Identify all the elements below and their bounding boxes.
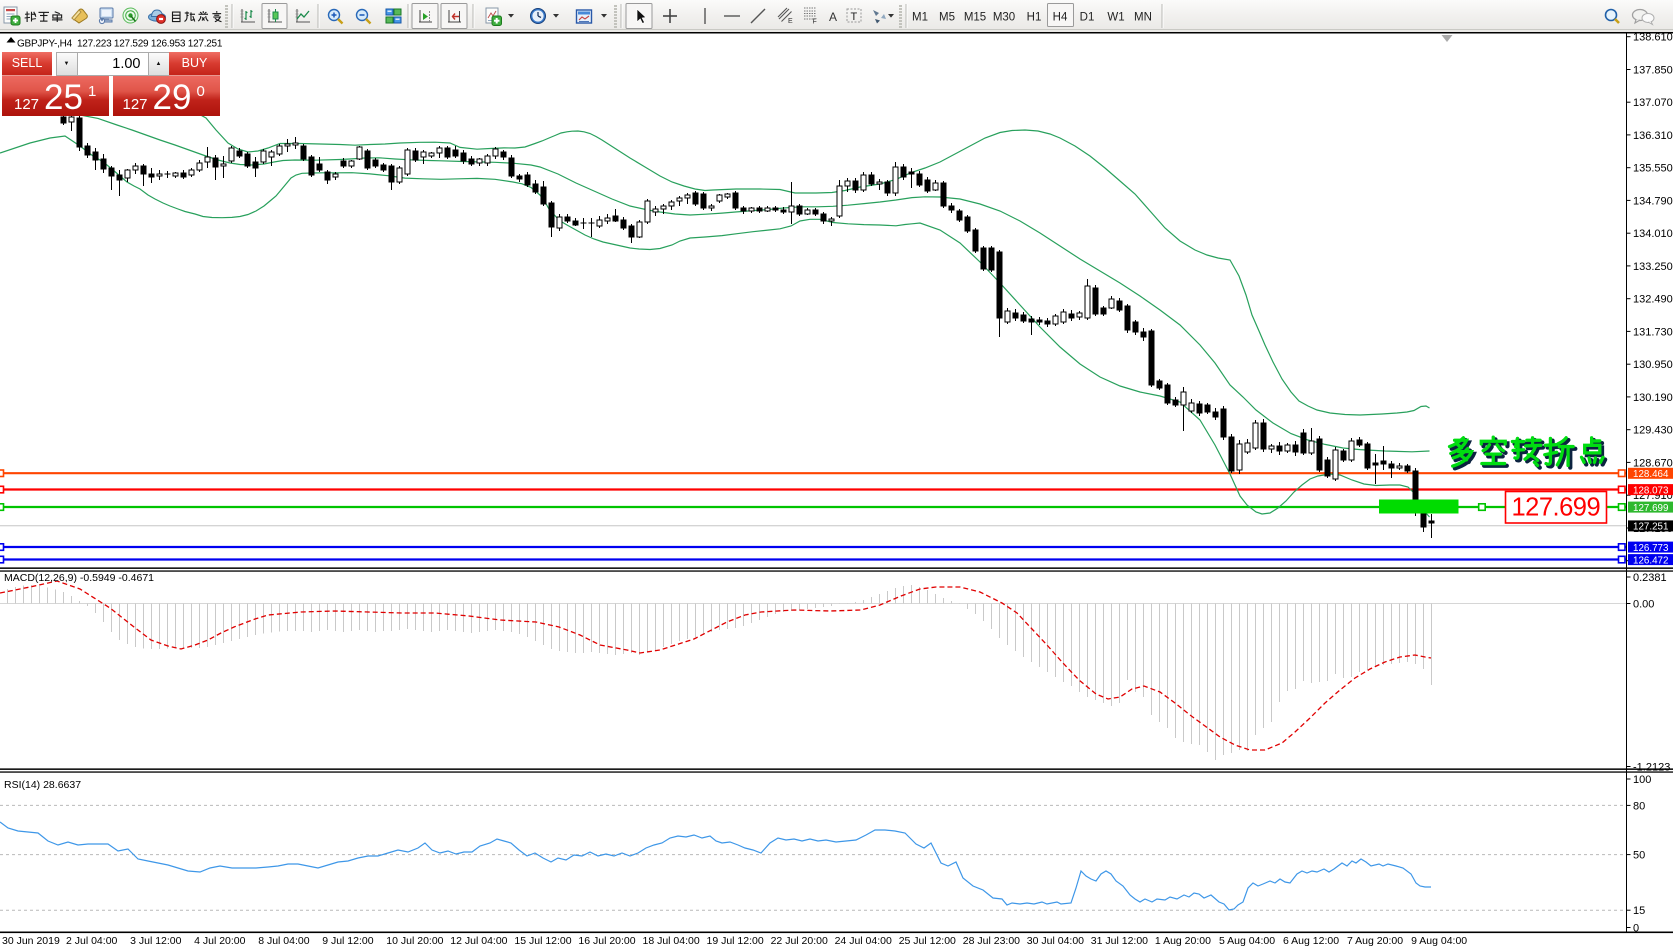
svg-text:H1: H1 — [1027, 12, 1042, 24]
svg-text:W1: W1 — [1107, 12, 1124, 24]
svg-text:130.190: 130.190 — [1633, 392, 1673, 404]
svg-text:135.550: 135.550 — [1633, 163, 1673, 175]
svg-text:0.00: 0.00 — [1633, 599, 1654, 611]
svg-text:E: E — [788, 18, 793, 25]
svg-text:131.730: 131.730 — [1633, 326, 1673, 338]
svg-text:M5: M5 — [939, 12, 955, 24]
svg-text:MN: MN — [1134, 12, 1152, 24]
svg-text:137.850: 137.850 — [1633, 65, 1673, 77]
svg-text:31 Jul 12:00: 31 Jul 12:00 — [1091, 935, 1148, 947]
svg-text:127.251: 127.251 — [1633, 522, 1668, 533]
svg-text:126.472: 126.472 — [1633, 555, 1668, 566]
svg-text:130.950: 130.950 — [1633, 359, 1673, 371]
svg-text:19 Jul 12:00: 19 Jul 12:00 — [707, 935, 764, 947]
svg-text:50: 50 — [1633, 850, 1645, 862]
svg-text:9 Jul 12:00: 9 Jul 12:00 — [322, 935, 374, 947]
svg-text:4 Jul 20:00: 4 Jul 20:00 — [194, 935, 246, 947]
svg-text:24 Jul 04:00: 24 Jul 04:00 — [835, 935, 892, 947]
svg-text:10 Jul 20:00: 10 Jul 20:00 — [386, 935, 443, 947]
svg-text:30 Jul 04:00: 30 Jul 04:00 — [1027, 935, 1084, 947]
svg-text:0: 0 — [1633, 923, 1639, 935]
svg-text:8 Jul 04:00: 8 Jul 04:00 — [258, 935, 310, 947]
svg-text:136.310: 136.310 — [1633, 130, 1673, 142]
svg-text:RSI(14) 28.6637: RSI(14) 28.6637 — [4, 779, 81, 791]
svg-text:25 Jul 12:00: 25 Jul 12:00 — [899, 935, 956, 947]
svg-text:0.2381: 0.2381 — [1633, 572, 1667, 584]
svg-text:9 Aug 04:00: 9 Aug 04:00 — [1411, 935, 1467, 947]
svg-text:16 Jul 20:00: 16 Jul 20:00 — [578, 935, 635, 947]
svg-text:138.610: 138.610 — [1633, 32, 1673, 44]
svg-text:128.464: 128.464 — [1633, 469, 1669, 480]
svg-text:D1: D1 — [1080, 12, 1095, 24]
svg-text:H4: H4 — [1053, 12, 1068, 24]
svg-text:134.010: 134.010 — [1633, 228, 1673, 240]
svg-text:132.490: 132.490 — [1633, 294, 1673, 306]
svg-text:22 Jul 20:00: 22 Jul 20:00 — [771, 935, 828, 947]
svg-text:-1.2123: -1.2123 — [1633, 762, 1670, 774]
svg-text:28 Jul 23:00: 28 Jul 23:00 — [963, 935, 1020, 947]
svg-text:18 Jul 04:00: 18 Jul 04:00 — [643, 935, 700, 947]
svg-text:M1: M1 — [912, 12, 928, 24]
svg-text:128.073: 128.073 — [1633, 485, 1669, 496]
svg-text:5 Aug 04:00: 5 Aug 04:00 — [1219, 935, 1275, 947]
svg-text:100: 100 — [1633, 774, 1651, 786]
svg-text:12 Jul 04:00: 12 Jul 04:00 — [450, 935, 507, 947]
svg-text:126.773: 126.773 — [1633, 543, 1669, 554]
svg-text:133.250: 133.250 — [1633, 261, 1673, 273]
svg-text:3 Jul 12:00: 3 Jul 12:00 — [130, 935, 182, 947]
svg-text:2 Jul 04:00: 2 Jul 04:00 — [66, 935, 118, 947]
svg-text:M15: M15 — [964, 12, 986, 24]
svg-text:6 Aug 12:00: 6 Aug 12:00 — [1283, 935, 1339, 947]
svg-text:MACD(12,26,9) -0.5949 -0.4671: MACD(12,26,9) -0.5949 -0.4671 — [4, 572, 154, 584]
svg-text:128.670: 128.670 — [1633, 457, 1673, 469]
svg-text:137.070: 137.070 — [1633, 97, 1673, 109]
svg-text:F: F — [813, 19, 817, 26]
svg-text:GBPJPY-,H4 127.223 127.529 12: GBPJPY-,H4 127.223 127.529 126.953 127.2… — [17, 39, 223, 50]
svg-text:M30: M30 — [993, 12, 1015, 24]
svg-text:30 Jun 2019: 30 Jun 2019 — [2, 935, 60, 947]
svg-text:7 Aug 20:00: 7 Aug 20:00 — [1347, 935, 1403, 947]
svg-text:127.699: 127.699 — [1512, 494, 1601, 522]
svg-text:1 Aug 20:00: 1 Aug 20:00 — [1155, 935, 1211, 947]
svg-text:A: A — [829, 10, 837, 24]
svg-text:134.790: 134.790 — [1633, 195, 1673, 207]
svg-text:80: 80 — [1633, 800, 1645, 812]
svg-text:129.430: 129.430 — [1633, 425, 1673, 437]
svg-text:127.699: 127.699 — [1633, 503, 1668, 514]
svg-text:T: T — [851, 11, 858, 23]
svg-text:15 Jul 12:00: 15 Jul 12:00 — [514, 935, 571, 947]
svg-text:15: 15 — [1633, 905, 1645, 917]
